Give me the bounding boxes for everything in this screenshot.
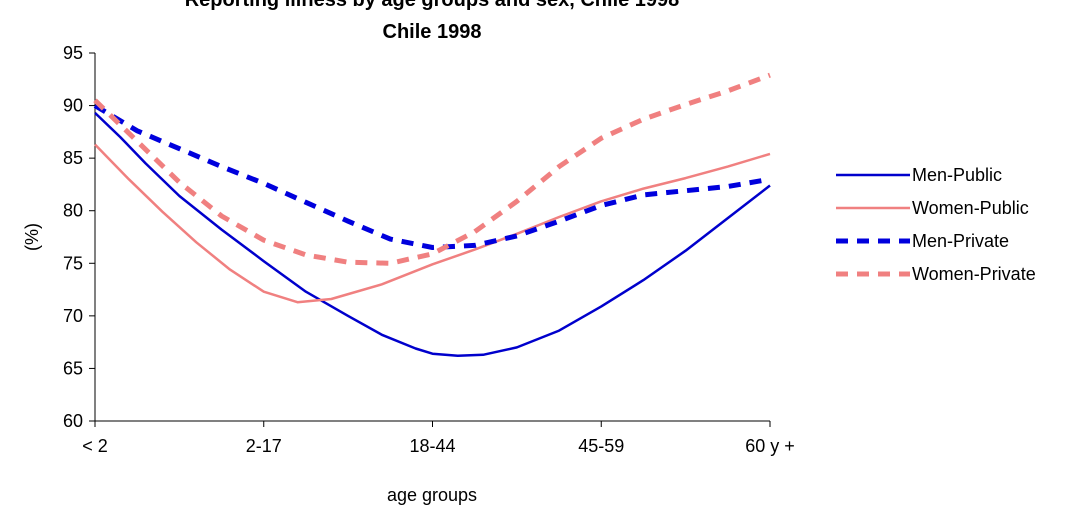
series-lines xyxy=(93,72,771,358)
legend-label-men-private: Men-Private xyxy=(912,231,1009,251)
y-tick-label: 90 xyxy=(63,96,83,116)
y-tick-label: 95 xyxy=(63,43,83,63)
x-tick-label: 60 y + xyxy=(745,436,795,456)
x-axis-ticks: < 2 2-17 18-44 45-59 60 y + xyxy=(82,421,795,456)
series-line-women-public xyxy=(94,143,771,304)
x-tick-label: 18-44 xyxy=(409,436,455,456)
x-axis-label: age groups xyxy=(387,485,477,505)
y-tick-label: 75 xyxy=(63,253,83,273)
x-tick-label: 2-17 xyxy=(246,436,282,456)
legend-label-men-public: Men-Public xyxy=(912,165,1002,185)
series-line-men-private xyxy=(93,103,771,250)
series-line-women-private xyxy=(93,72,771,266)
y-axis-ticks: 60 65 70 75 80 85 90 95 xyxy=(63,43,95,431)
legend-label-women-private: Women-Private xyxy=(912,264,1036,284)
legend: Men-Public Women-Public Men-Private Women-P… xyxy=(836,165,1036,284)
y-tick-label: 65 xyxy=(63,358,83,378)
plot-area: 60 65 70 75 80 85 90 95 < 2 2-17 18-44 45-59 60 y + xyxy=(63,43,795,456)
chart-title-line-1: Reporting illness by age groups and sex,… xyxy=(185,0,680,11)
y-tick-label: 85 xyxy=(63,148,83,168)
series-line-men-public xyxy=(94,111,771,358)
y-axis-label: (%) xyxy=(22,223,42,251)
chart-title-line-2: Chile 1998 xyxy=(383,21,482,43)
y-tick-label: 80 xyxy=(63,201,83,221)
x-tick-label: < 2 xyxy=(82,436,108,456)
x-tick-label: 45-59 xyxy=(578,436,624,456)
legend-label-women-public: Women-Public xyxy=(912,198,1029,218)
y-tick-label: 60 xyxy=(63,411,83,431)
y-tick-label: 70 xyxy=(63,306,83,326)
